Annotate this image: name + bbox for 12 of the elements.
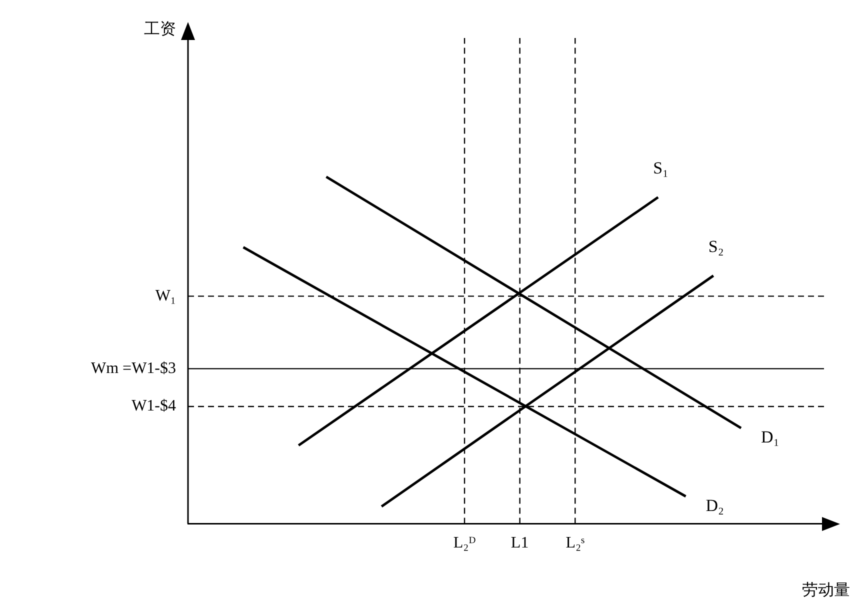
x-tick-label: L₂ˢ: [566, 534, 586, 552]
series-label: D₁: [761, 427, 780, 446]
x-axis-title: 劳动量: [802, 580, 850, 600]
ref-line-label: W₁: [155, 287, 176, 304]
series-label: S₁: [653, 158, 668, 178]
series-label: D₂: [706, 496, 724, 515]
ref-line-label: Wm =W1-$3: [91, 360, 176, 377]
series-label: S₂: [708, 237, 724, 256]
x-tick-label: L₂ᴰ: [453, 534, 476, 552]
x-tick-label: L1: [510, 534, 529, 552]
ref-line-label: W1-$4: [132, 398, 176, 415]
text: 工资: [144, 19, 176, 38]
